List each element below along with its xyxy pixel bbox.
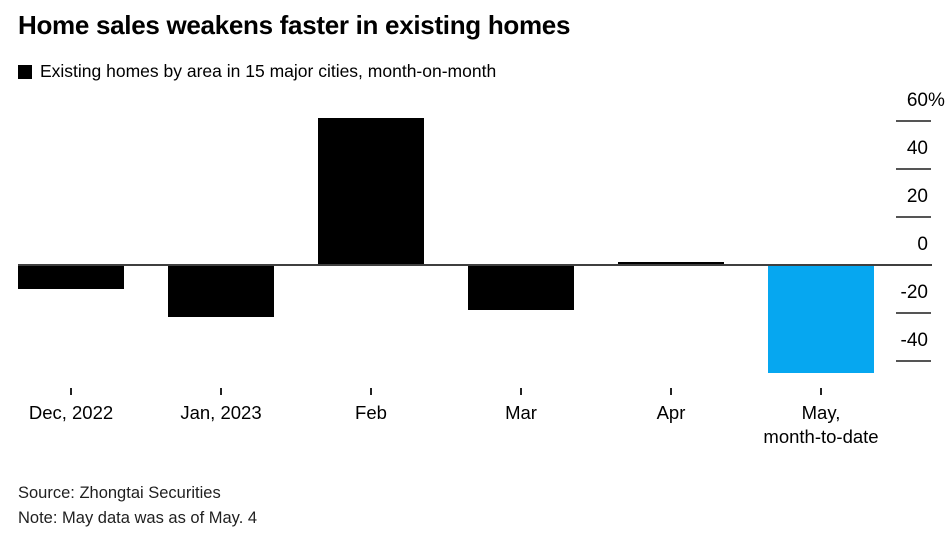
- chart-title: Home sales weakens faster in existing ho…: [18, 10, 571, 40]
- x-label-jan-2023: Jan, 2023: [180, 402, 262, 423]
- bar-apr: [618, 262, 724, 265]
- y-tick-40: [896, 167, 931, 170]
- x-tick-feb: [370, 388, 372, 395]
- y-tick-label-60: 60%: [906, 89, 945, 111]
- y-tick-60: [896, 119, 931, 122]
- source-note: Source: Zhongtai Securities: [18, 484, 221, 502]
- x-tick-jan-2023: [220, 388, 222, 395]
- y-tick-label-40: 40: [906, 137, 928, 159]
- data-note: Note: May data was as of May. 4: [18, 509, 258, 527]
- bar-mar: [468, 264, 574, 311]
- x-label-mar: Mar: [505, 402, 537, 423]
- legend: Existing homes by area in 15 major citie…: [18, 61, 496, 82]
- bar-dec-2022: [18, 264, 124, 289]
- x-label-apr: Apr: [656, 402, 686, 423]
- y-tick-40: [896, 359, 931, 362]
- bar-may-month-to-date: [768, 264, 874, 373]
- x-axis-zero-line: [18, 263, 932, 266]
- y-tick-label-20: 20: [906, 185, 928, 207]
- x-tick-dec-2022: [70, 388, 72, 395]
- x-tick-mar: [520, 388, 522, 395]
- y-tick-label-20: -20: [900, 281, 928, 303]
- y-tick-20: [896, 215, 931, 218]
- legend-label: Existing homes by area in 15 major citie…: [40, 61, 497, 81]
- x-label-dec-2022: Dec, 2022: [28, 402, 114, 423]
- x-tick-apr: [670, 388, 672, 395]
- percent-sign: %: [928, 89, 945, 111]
- y-tick-20: [896, 311, 931, 314]
- legend-swatch-icon: [18, 64, 32, 79]
- y-tick-label-0: 0: [917, 233, 928, 255]
- bar-jan-2023: [168, 264, 274, 318]
- x-tick-may-month-to-date: [820, 388, 822, 395]
- x-label-feb: Feb: [355, 402, 387, 423]
- x-label-may-month-to-date: May, month-to-date: [763, 402, 879, 447]
- footer: Source: Zhongtai Securities Note: May da…: [18, 481, 257, 531]
- bar-feb: [318, 118, 424, 265]
- y-tick-label-40: -40: [900, 329, 928, 351]
